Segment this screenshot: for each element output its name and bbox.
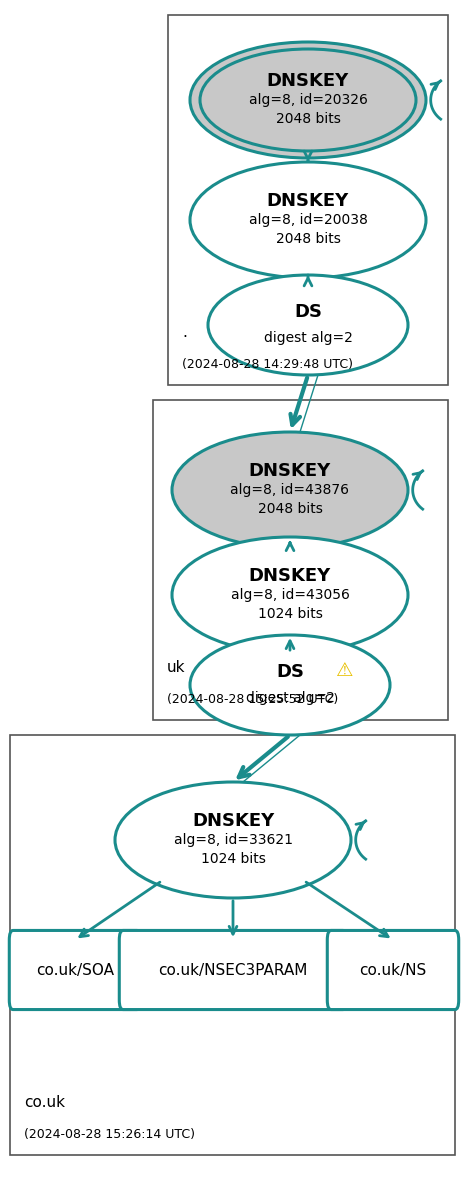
FancyBboxPatch shape — [153, 400, 448, 720]
Ellipse shape — [190, 42, 426, 158]
Text: DS: DS — [276, 663, 304, 681]
Ellipse shape — [190, 162, 426, 278]
Ellipse shape — [115, 782, 351, 898]
Text: alg=8, id=20038: alg=8, id=20038 — [249, 213, 367, 227]
Text: co.uk/NS: co.uk/NS — [359, 962, 426, 978]
FancyBboxPatch shape — [120, 930, 347, 1010]
Text: DNSKEY: DNSKEY — [267, 72, 349, 90]
FancyBboxPatch shape — [327, 930, 458, 1010]
Ellipse shape — [190, 635, 390, 736]
Text: DNSKEY: DNSKEY — [249, 567, 331, 585]
Text: DNSKEY: DNSKEY — [192, 812, 274, 830]
Text: 2048 bits: 2048 bits — [258, 501, 322, 516]
Text: DS: DS — [294, 303, 322, 321]
Text: co.uk/NSEC3PARAM: co.uk/NSEC3PARAM — [158, 962, 308, 978]
Text: (2024-08-28 14:29:48 UTC): (2024-08-28 14:29:48 UTC) — [182, 358, 353, 370]
Ellipse shape — [208, 275, 408, 375]
Text: 2048 bits: 2048 bits — [276, 112, 340, 127]
FancyBboxPatch shape — [10, 736, 455, 1155]
Text: (2024-08-28 15:25:52 UTC): (2024-08-28 15:25:52 UTC) — [167, 693, 338, 706]
Text: alg=8, id=33621: alg=8, id=33621 — [173, 833, 292, 847]
FancyBboxPatch shape — [168, 16, 448, 384]
Text: uk: uk — [167, 659, 186, 675]
Ellipse shape — [172, 432, 408, 548]
Text: alg=8, id=20326: alg=8, id=20326 — [249, 93, 367, 107]
Text: co.uk/SOA: co.uk/SOA — [36, 962, 114, 978]
Text: alg=8, id=43056: alg=8, id=43056 — [231, 587, 349, 602]
Text: .: . — [182, 325, 187, 339]
FancyBboxPatch shape — [9, 930, 141, 1010]
Text: 1024 bits: 1024 bits — [258, 607, 322, 621]
Text: co.uk: co.uk — [24, 1095, 65, 1109]
Ellipse shape — [172, 537, 408, 653]
Text: ⚠: ⚠ — [336, 661, 354, 681]
Text: 2048 bits: 2048 bits — [276, 232, 340, 246]
Text: DNSKEY: DNSKEY — [249, 462, 331, 480]
Text: DNSKEY: DNSKEY — [267, 192, 349, 210]
Text: 1024 bits: 1024 bits — [200, 853, 266, 866]
Text: digest alg=2: digest alg=2 — [246, 691, 334, 704]
Text: (2024-08-28 15:26:14 UTC): (2024-08-28 15:26:14 UTC) — [24, 1127, 195, 1140]
Text: digest alg=2: digest alg=2 — [264, 331, 352, 345]
Text: alg=8, id=43876: alg=8, id=43876 — [231, 484, 350, 497]
